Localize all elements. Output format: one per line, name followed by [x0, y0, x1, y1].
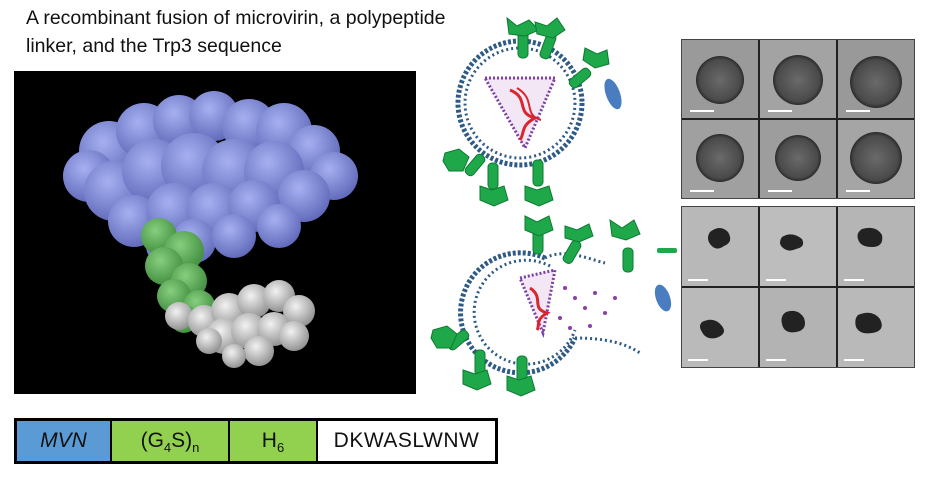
protein-structure-image	[14, 71, 416, 394]
linker-label-mid: S)	[171, 429, 193, 452]
mvn-label: MVN	[40, 429, 87, 452]
linker-sub4: 4	[163, 439, 172, 455]
linker-subn: n	[192, 439, 200, 455]
trp3-segment: DKWASLWNW	[318, 421, 495, 461]
his-label: H	[261, 429, 277, 452]
virus-diagram-svg	[430, 16, 677, 397]
protein-model-svg	[63, 91, 358, 368]
em-images-intact	[681, 39, 915, 199]
em-images-lysed	[681, 206, 915, 368]
his-sub: 6	[276, 439, 285, 455]
figure-title: A recombinant fusion of microvirin, a po…	[26, 7, 446, 57]
em-lysed-svg	[682, 207, 914, 367]
intact-virion	[442, 16, 622, 207]
lysed-virion	[430, 215, 677, 397]
linker-label-base: (G	[140, 429, 164, 452]
trp3-label: DKWASLWNW	[333, 429, 480, 452]
linker-segment: (G 4 S) n	[112, 421, 230, 461]
em-intact-svg	[682, 40, 914, 198]
virus-lysis-diagram	[425, 8, 683, 400]
mvn-segment: MVN	[17, 421, 112, 461]
trp3-domain	[165, 280, 315, 368]
mvn-domain	[63, 91, 358, 264]
